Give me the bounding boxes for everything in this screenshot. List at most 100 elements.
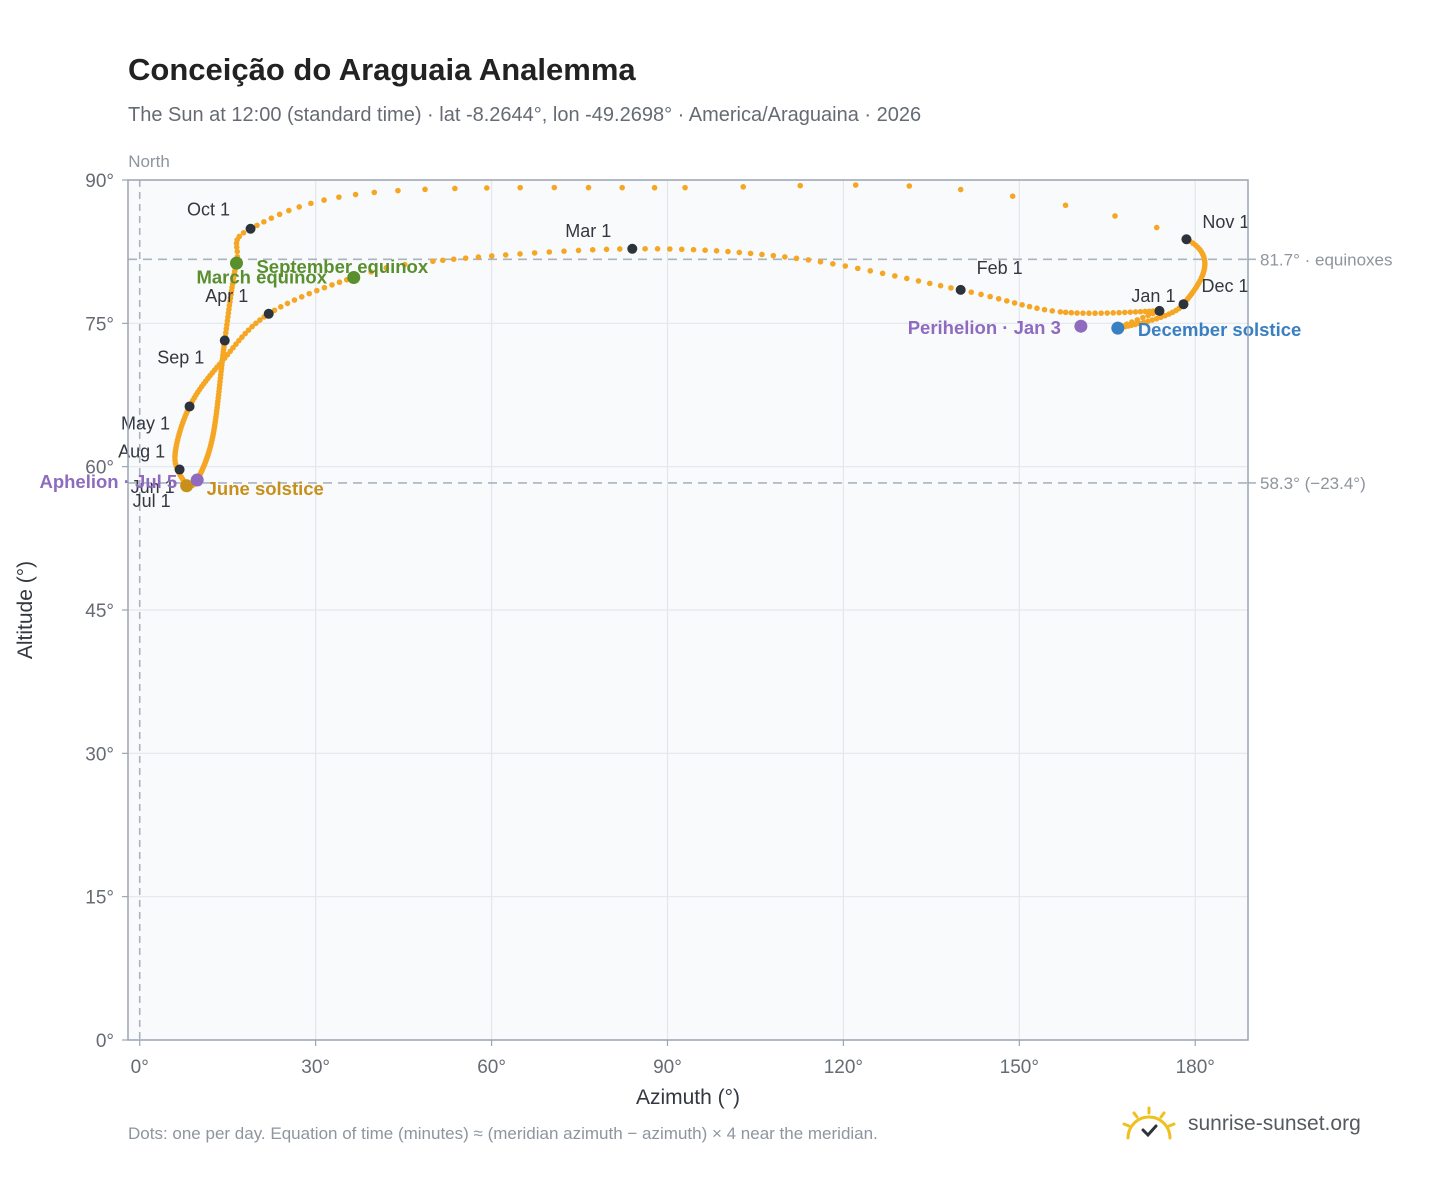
day-dot [291,297,298,303]
day-dot [475,254,482,260]
day-dot [261,219,267,225]
day-dot [1110,310,1116,316]
month-marker [1178,299,1189,310]
north-label: North [128,152,170,171]
day-dot [488,253,495,259]
day-dot [589,247,596,253]
month-marker [219,335,230,346]
day-dot [1112,213,1118,219]
day-dot [995,295,1002,302]
special-point-marker [1111,321,1125,335]
day-dot [245,327,252,333]
axis-ticks: 0° 30° 60° 90° 120° 150° 180° 0° 15° 30° 45° 60° 75°… [85,171,1215,1078]
month-label: Apr 1 [205,286,248,306]
month-label: Jul 1 [133,491,171,511]
day-dot [277,304,284,310]
y-tick-label: 15° [85,888,114,909]
day-dot [551,184,558,191]
month-label: May 1 [121,413,170,433]
day-dot [1145,312,1152,319]
month-marker [245,223,256,234]
day-dot [1026,303,1033,310]
special-point-marker [180,479,194,493]
day-dot [276,211,283,218]
x-tick-label: 0° [131,1057,149,1078]
x-tick-label: 60° [477,1057,506,1078]
month-marker [174,464,185,475]
day-dot [1062,309,1069,316]
reference-line-label: 58.3° (−23.4°) [1260,474,1366,493]
day-dot [770,252,777,259]
day-dot [284,300,291,307]
day-dot [667,246,673,252]
day-dot [546,249,553,255]
day-dot [603,246,610,253]
day-dot [286,207,292,214]
day-dot [690,246,697,253]
day-dot [462,255,469,261]
day-dot [725,248,731,255]
x-tick-label: 150° [1000,1057,1039,1078]
day-dot [747,250,754,257]
special-point-label: September equinox [256,256,428,277]
y-tick-label: 45° [85,601,114,622]
reference-line-label: 81.7° · equinoxes [1260,250,1393,269]
day-dot [268,215,275,221]
x-axis-label: Azimuth (°) [636,1086,740,1109]
day-dot [383,265,389,271]
day-dot [395,187,401,194]
day-dot [937,282,944,289]
day-dot [257,317,263,323]
day-dot [517,251,523,257]
day-dot [561,248,567,254]
month-marker [955,284,966,295]
month-marker [184,401,195,412]
month-label: Aug 1 [118,442,165,462]
day-dot [430,258,436,265]
month-label: Nov 1 [1202,212,1249,232]
day-dot [298,294,305,300]
day-dot [915,278,922,284]
special-point-label: December solstice [1138,319,1302,340]
day-dot [502,252,509,258]
day-dot [948,285,954,291]
special-point-label: Aphelion · Jul 5 [39,471,177,492]
day-dot [249,323,255,330]
day-dot [1127,309,1134,315]
day-dot [740,184,747,190]
y-tick-label: 0° [96,1031,114,1052]
day-dot [1009,193,1016,199]
day-dot [713,248,720,254]
day-dot [585,184,592,191]
day-dot [1137,308,1144,315]
day-dot [1086,310,1092,317]
y-tick-label: 90° [85,171,114,192]
month-label: Dec 1 [1201,276,1248,296]
day-dot [1124,321,1130,327]
day-dot [797,182,804,189]
special-point-marker [229,256,243,270]
month-label: Oct 1 [187,200,230,220]
day-dot [452,185,458,192]
special-point-marker [1074,319,1088,333]
day-dot [1121,309,1128,316]
day-dot [1145,318,1151,325]
day-dot [1140,319,1147,326]
day-dot [1068,309,1075,316]
y-tick-label: 30° [85,744,114,765]
day-dot [1104,310,1111,316]
day-dot [805,257,812,263]
day-dot [1062,202,1069,209]
day-dot [957,186,964,193]
day-dot [306,290,313,297]
day-dot [619,184,625,191]
day-dot [1153,315,1160,322]
day-dot [321,284,328,291]
day-dot [1011,300,1018,306]
brand[interactable]: sunrise-sunset.org [1120,1102,1361,1146]
day-dot [1057,309,1064,315]
day-dot [1004,298,1010,304]
day-dot [1080,310,1086,316]
